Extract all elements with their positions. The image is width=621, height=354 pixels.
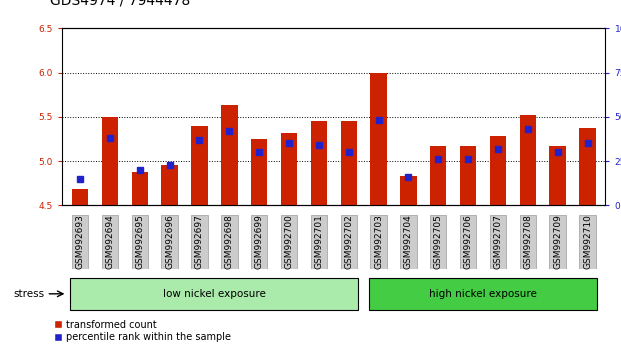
Text: GSM992704: GSM992704 (404, 215, 413, 269)
Text: GSM992707: GSM992707 (494, 215, 502, 269)
Bar (191, 215, 207, 269)
Bar (161, 215, 178, 269)
Bar (430, 146, 446, 205)
Bar (191, 126, 207, 205)
Text: GSM992699: GSM992699 (255, 215, 264, 269)
Bar (102, 117, 118, 205)
Bar (251, 139, 268, 205)
Text: GSM992708: GSM992708 (524, 215, 532, 269)
Text: GSM992698: GSM992698 (225, 215, 233, 269)
Bar (490, 136, 506, 205)
Bar (281, 133, 297, 205)
Legend: transformed count, percentile rank within the sample: transformed count, percentile rank withi… (55, 320, 231, 342)
Text: GSM992693: GSM992693 (76, 215, 84, 269)
Bar (132, 172, 148, 205)
Bar (251, 215, 268, 269)
Bar (132, 215, 148, 269)
Bar (430, 215, 446, 269)
Bar (281, 215, 297, 269)
Text: GSM992706: GSM992706 (464, 215, 473, 269)
Bar (550, 146, 566, 205)
Bar (102, 215, 118, 269)
Text: GSM992694: GSM992694 (106, 215, 114, 269)
Bar (72, 215, 88, 269)
Bar (490, 215, 506, 269)
Bar (161, 166, 178, 205)
Bar (72, 189, 88, 205)
Text: GSM992702: GSM992702 (344, 215, 353, 269)
Bar (460, 215, 476, 269)
Text: GSM992695: GSM992695 (135, 215, 144, 269)
Text: GSM992701: GSM992701 (314, 215, 324, 269)
Bar (310, 215, 327, 269)
Text: GSM992696: GSM992696 (165, 215, 174, 269)
Text: GSM992709: GSM992709 (553, 215, 562, 269)
Text: GSM992697: GSM992697 (195, 215, 204, 269)
Text: high nickel exposure: high nickel exposure (429, 289, 537, 299)
Bar (340, 215, 357, 269)
Text: GSM992705: GSM992705 (434, 215, 443, 269)
Bar (400, 176, 417, 205)
Text: GSM992710: GSM992710 (583, 215, 592, 269)
Bar (579, 215, 596, 269)
Text: GDS4974 / 7944478: GDS4974 / 7944478 (50, 0, 190, 7)
Bar (340, 121, 357, 205)
Bar (221, 215, 237, 269)
Bar (460, 146, 476, 205)
Bar (550, 215, 566, 269)
Bar (370, 73, 387, 205)
Text: GSM992700: GSM992700 (284, 215, 294, 269)
Bar (579, 128, 596, 205)
Bar (310, 121, 327, 205)
Text: low nickel exposure: low nickel exposure (163, 289, 266, 299)
Bar (520, 115, 536, 205)
Bar (370, 215, 387, 269)
Bar (221, 105, 237, 205)
Bar (520, 215, 536, 269)
Text: stress: stress (14, 289, 45, 299)
Bar (400, 215, 417, 269)
Text: GSM992703: GSM992703 (374, 215, 383, 269)
Bar (369, 278, 597, 310)
Bar (70, 278, 358, 310)
